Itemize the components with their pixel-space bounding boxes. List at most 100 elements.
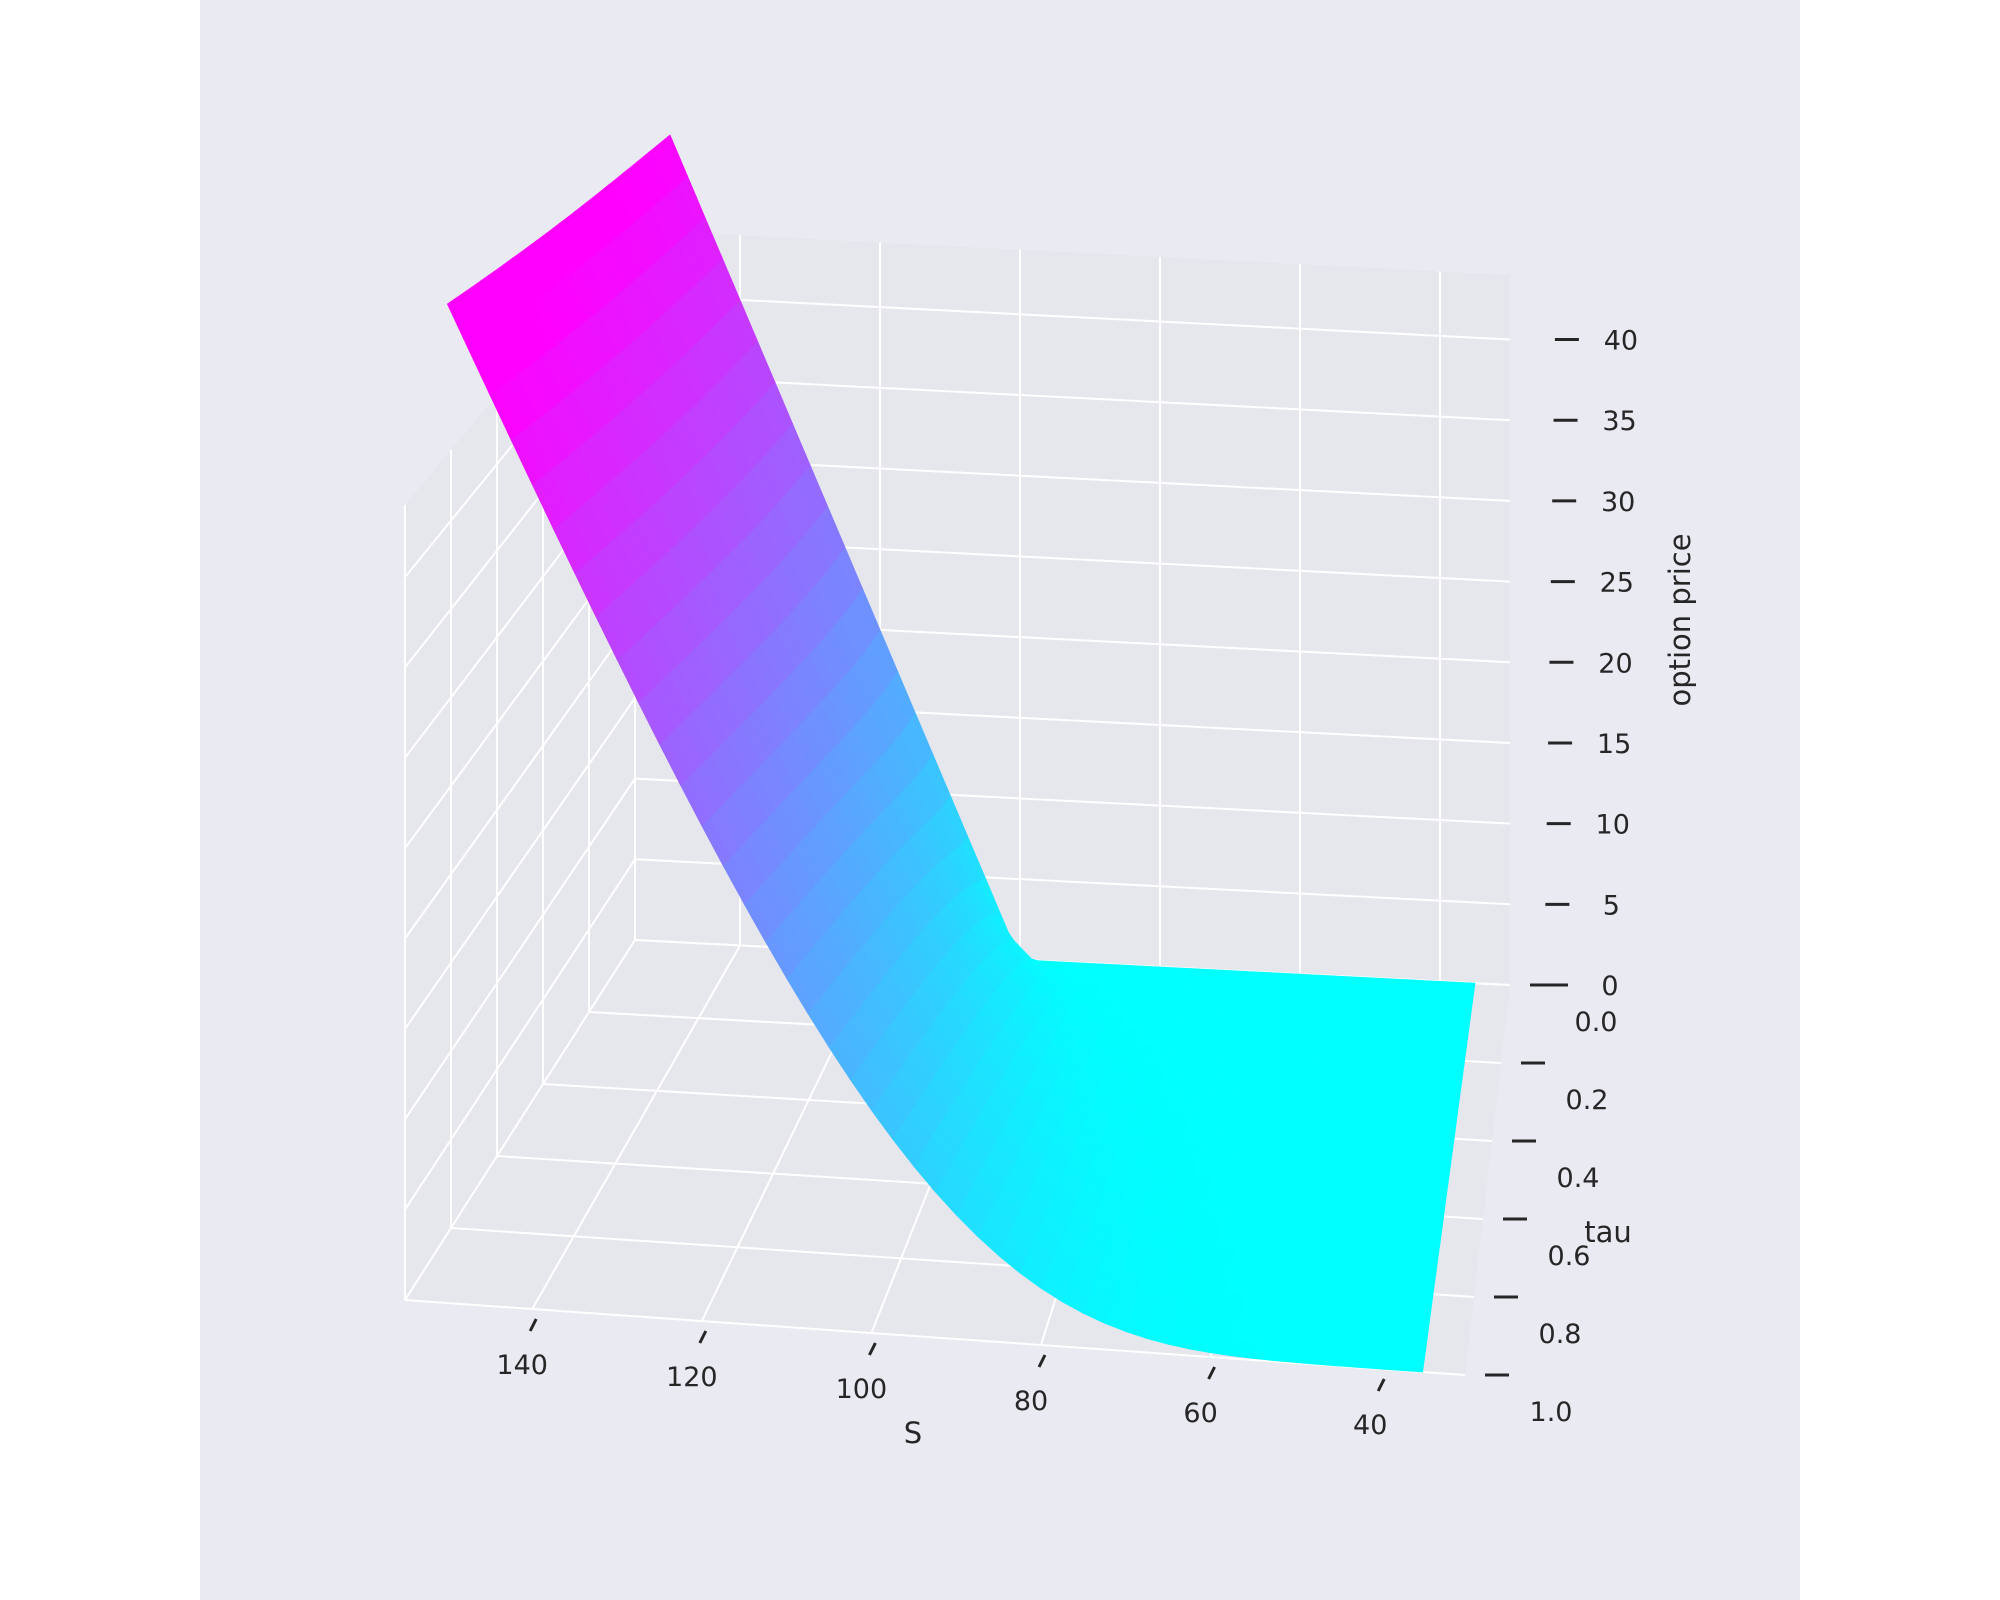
surface-patch <box>1434 997 1456 1016</box>
surface-patch <box>1280 1312 1306 1332</box>
surface-patch <box>1454 981 1476 1000</box>
surface-patch <box>1294 1346 1321 1365</box>
surface-patch <box>1188 1333 1215 1354</box>
surface-patch <box>1293 1151 1318 1170</box>
surface-patch <box>1433 1127 1456 1146</box>
surface-patch <box>1210 1336 1236 1357</box>
surface-patch <box>1394 1255 1419 1274</box>
surface-patch <box>1351 1268 1376 1288</box>
surface-patch <box>1412 1272 1437 1292</box>
surface-patch <box>1437 980 1458 999</box>
surface-patch <box>1384 978 1406 997</box>
x-tick-label: 60 <box>1183 1398 1217 1429</box>
z-axis-label: option price <box>1663 533 1697 706</box>
surface-patch <box>1376 1124 1400 1143</box>
surface-patch <box>1342 1203 1367 1222</box>
x-tick-label: 100 <box>836 1374 888 1405</box>
z-tick-label: 40 <box>1604 326 1638 357</box>
surface-patch <box>1443 1062 1465 1081</box>
surface-patch <box>1303 1103 1327 1122</box>
surface-patch <box>1273 1247 1298 1266</box>
surface-patch <box>1256 1229 1281 1249</box>
y-tick-label: 0.4 <box>1557 1163 1600 1194</box>
surface-patch <box>1368 1172 1392 1191</box>
surface-patch <box>1445 1046 1467 1065</box>
surface-patch <box>1341 1105 1365 1124</box>
surface-patch <box>1313 1250 1338 1269</box>
surface-patch <box>1426 1175 1450 1195</box>
surface-patch <box>1231 1339 1257 1359</box>
tick-marks: 140 120 100 80 60 40 0.0 0.2 0.4 0.6 0.8 1.0 0 5 10 15 2… <box>496 326 1638 1441</box>
surface-patch <box>1316 1136 1340 1155</box>
surface-patch <box>1363 1318 1389 1338</box>
surface-patch <box>1452 998 1474 1017</box>
surface-patch <box>1216 1226 1241 1245</box>
surface-patch <box>1360 1009 1383 1028</box>
z-tick-label: 10 <box>1596 810 1630 841</box>
gridline-x-floor <box>531 944 741 1310</box>
surface-patch <box>1217 1306 1243 1326</box>
surface-patch <box>1381 994 1403 1013</box>
x-tick-label: 40 <box>1353 1410 1387 1441</box>
surface-patch <box>1399 1223 1423 1242</box>
surface-patch <box>1404 1190 1428 1210</box>
x-tick-label: 120 <box>666 1362 718 1393</box>
surface-patch <box>1225 1274 1251 1294</box>
surface-patch <box>1290 1167 1314 1186</box>
surface-patch <box>1419 980 1441 999</box>
surface-patch <box>1276 1231 1301 1250</box>
surface-patch <box>1360 1106 1384 1125</box>
surface-patch <box>1408 1044 1431 1063</box>
surface-patch <box>1329 1169 1353 1189</box>
surface-patch <box>1412 1142 1435 1161</box>
surface-patch <box>1438 1095 1461 1114</box>
surface-patch <box>1259 1310 1285 1330</box>
surface-patch <box>1354 1041 1377 1060</box>
surface-patch <box>1402 1207 1426 1226</box>
surface-patch <box>1348 1285 1373 1304</box>
surface-patch <box>1332 1056 1355 1075</box>
surface-patch <box>1319 1120 1343 1139</box>
surface-patch <box>1362 1204 1386 1223</box>
x-tick-label: 140 <box>496 1350 548 1381</box>
surface-patch <box>1397 1239 1421 1258</box>
surface-patch <box>1416 996 1438 1015</box>
surface-patch <box>1379 1352 1405 1371</box>
surface-patch <box>1378 1010 1400 1029</box>
surface-patch <box>1436 1111 1458 1130</box>
surface-patch <box>1428 1159 1452 1179</box>
surface-mesh <box>446 134 1476 1373</box>
surface-patch <box>1419 1093 1442 1113</box>
surface-patch <box>1400 1353 1426 1373</box>
z-tick-label: 0 <box>1601 971 1618 1002</box>
surface-patch <box>1326 1185 1350 1205</box>
surface-patch <box>1407 1305 1432 1324</box>
surface-patch <box>1337 1349 1363 1368</box>
surface-patch <box>1377 1238 1401 1257</box>
surface-patch <box>1283 1199 1308 1218</box>
surface-patch <box>1338 1121 1362 1140</box>
surface-patch <box>1392 1271 1416 1291</box>
surface-patch <box>1252 1245 1278 1265</box>
surface-patch <box>1319 1331 1344 1351</box>
surface-patch <box>1396 1011 1418 1030</box>
surface-patch <box>1333 1251 1358 1270</box>
surface-patch <box>1252 1342 1278 1362</box>
surface-patch <box>1234 1324 1261 1344</box>
surface-patch <box>1263 1198 1288 1217</box>
surface-patch <box>1358 1350 1384 1370</box>
surface-patch <box>1371 1270 1396 1289</box>
surface-patch <box>1382 1336 1407 1355</box>
x-tick-mark <box>868 1342 877 1356</box>
surface-patch <box>1332 1153 1356 1173</box>
x-axis-label: S <box>904 1416 922 1450</box>
surface-patch <box>1354 1252 1378 1272</box>
surface-patch <box>1310 1266 1335 1285</box>
surface-patch <box>1417 1240 1441 1260</box>
surface-patch <box>1325 1088 1349 1107</box>
surface-patch <box>1372 1042 1395 1061</box>
surface-patch <box>1419 1224 1443 1243</box>
surface-patch <box>1363 993 1385 1012</box>
surface-patch <box>1228 1259 1254 1279</box>
